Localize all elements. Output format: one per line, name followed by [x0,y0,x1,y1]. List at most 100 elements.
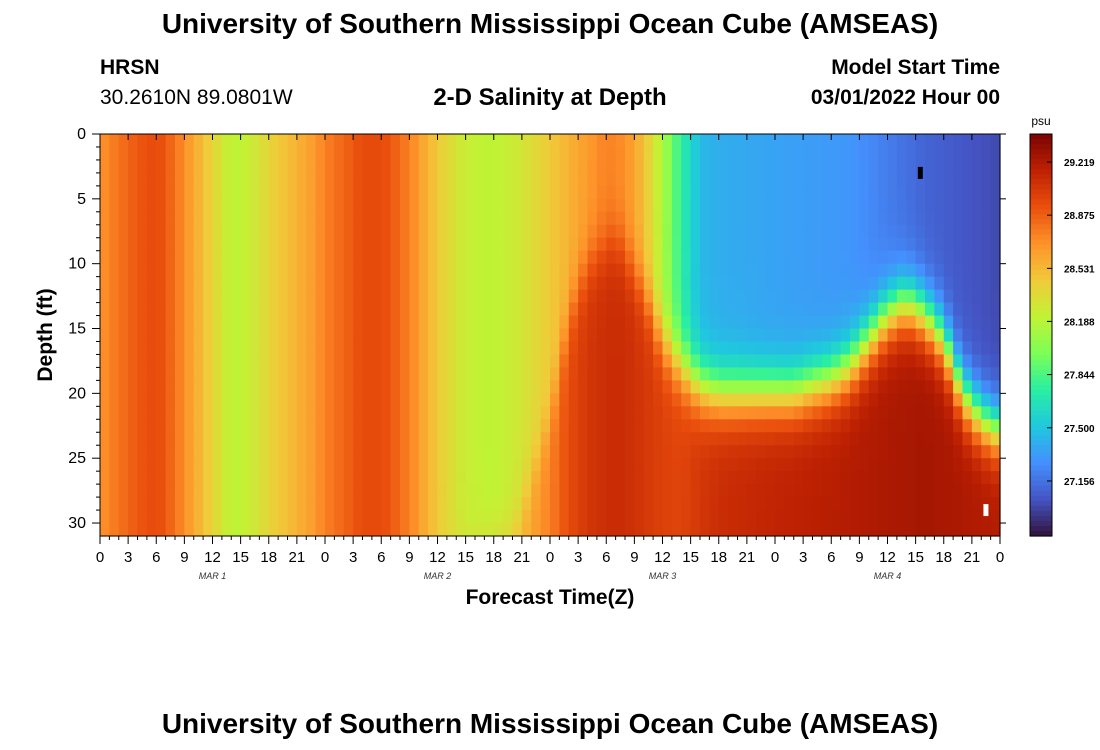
heatmap-cell [690,185,701,200]
heatmap-cell [137,302,148,317]
heatmap-cell [831,341,842,356]
colorbar-band [1030,530,1052,537]
heatmap-cell [821,224,832,239]
heatmap-cell [700,523,710,537]
heatmap-cell [287,523,298,537]
heatmap-cell [325,523,335,537]
heatmap-cell [990,302,1001,317]
heatmap-cell [400,250,410,265]
heatmap-cell [812,224,823,239]
heatmap-cell [896,185,907,200]
heatmap-cell [690,276,701,291]
colorbar-band [1030,390,1052,396]
heatmap-cell [550,354,560,369]
heatmap-cell [840,432,851,446]
heatmap-cell [193,432,204,446]
heatmap-cell [259,419,270,433]
heatmap-cell [231,367,242,381]
heatmap-cell [109,146,120,161]
colorbar-band [1030,184,1052,190]
heatmap-cell [803,523,814,537]
heatmap-cell [821,510,832,524]
heatmap-cell [878,134,889,148]
heatmap-cell [606,458,617,472]
heatmap-cell [943,250,954,265]
heatmap-cell [446,523,457,537]
heatmap-cell [671,445,682,459]
heatmap-cell [221,341,232,356]
heatmap-cell [625,302,635,317]
heatmap-cell [503,445,514,459]
heatmap-cell [362,471,373,485]
heatmap-cell [278,380,289,394]
heatmap-cell [493,224,504,239]
heatmap-cell [503,419,514,433]
heatmap-cell [334,445,345,459]
heatmap-cell [503,406,514,420]
heatmap-cell [746,484,757,498]
heatmap-cell [184,380,195,394]
heatmap-cell [756,445,767,459]
heatmap-cell [943,341,954,356]
y-tick-label: 5 [77,191,86,208]
heatmap-cell [503,393,514,407]
heatmap-cell [146,523,157,537]
heatmap-cell [709,432,720,446]
heatmap-cell [428,146,439,161]
heatmap-cell [831,198,842,213]
heatmap-cell [793,237,804,252]
heatmap-cell [625,432,635,446]
heatmap-cell [109,458,120,472]
heatmap-cell [606,198,617,213]
heatmap-cell [962,354,973,369]
heatmap-cell [503,484,514,498]
heatmap-cell [606,484,617,498]
heatmap-cell [475,159,485,174]
heatmap-cell [212,354,223,369]
heatmap-cell [343,367,354,381]
heatmap-cell [971,276,982,291]
heatmap-cell [578,146,589,161]
heatmap-cell [156,185,167,200]
heatmap-cell [484,354,495,369]
heatmap-cell [287,237,298,252]
x-tick-label: 21 [739,549,756,566]
heatmap-cell [259,341,270,356]
heatmap-cell [109,367,120,381]
heatmap-cell [287,380,298,394]
heatmap-cell [456,328,467,343]
heatmap-cell [812,523,823,537]
heatmap-cell [240,341,251,356]
heatmap-cell [915,523,926,537]
heatmap-cell [550,289,560,304]
heatmap-cell [587,419,598,433]
heatmap-cell [343,471,354,485]
heatmap-cell [409,172,420,187]
heatmap-cell [118,419,129,433]
heatmap-cell [446,510,457,524]
heatmap-cell [418,263,429,278]
colorbar-band [1030,410,1052,417]
heatmap-cell [821,185,832,200]
heatmap-cell [681,419,692,433]
heatmap-cell [203,523,214,537]
heatmap-cell [606,432,617,446]
heatmap-cell [915,289,926,304]
heatmap-cell [934,237,945,252]
heatmap-cell [765,471,776,485]
heatmap-cell [212,523,223,537]
heatmap-cell [906,263,917,278]
heatmap-cell [512,289,523,304]
heatmap-cell [756,497,767,511]
heatmap-cell [465,237,476,252]
colorbar-band [1030,219,1052,226]
heatmap-cell [484,237,495,252]
heatmap-cell [831,432,842,446]
heatmap-cell [756,471,767,485]
heatmap-cell [100,315,110,330]
heatmap-cell [821,445,832,459]
heatmap-cell [334,276,345,291]
heatmap-cell [146,146,157,161]
heatmap-cell [756,289,767,304]
heatmap-cell [343,146,354,161]
